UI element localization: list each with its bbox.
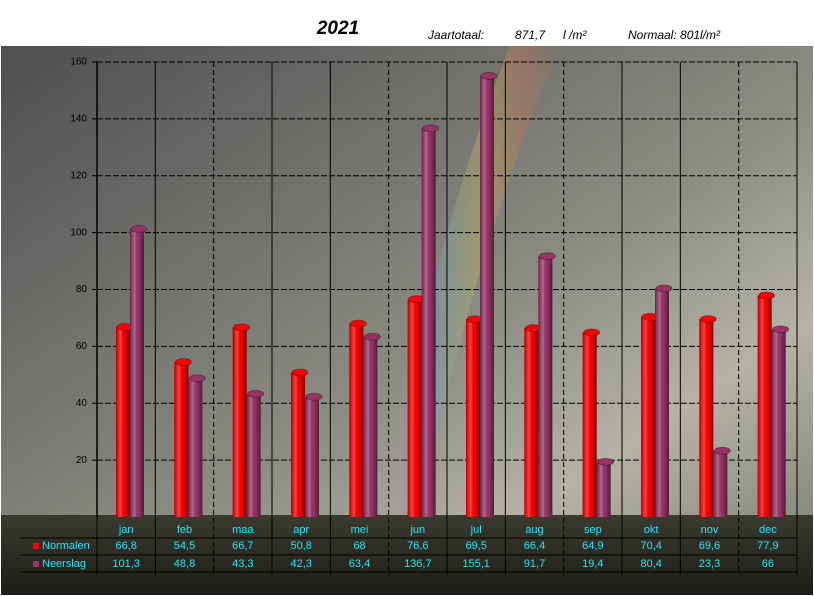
bar-shade [538,256,553,517]
data-label: 64,9 [582,540,603,552]
y-tick-label: 140 [70,114,87,125]
data-label: 76,6 [407,540,428,552]
data-label: 23,3 [699,558,720,570]
x-tick-label: mei [351,524,369,536]
data-label: 68 [353,540,365,552]
annotation: l /m² [563,28,587,42]
bar-cap [597,457,615,466]
bar-shade [232,327,247,517]
data-label: 19,4 [582,558,603,570]
bar-shade [421,128,436,517]
bar-shade [480,75,494,517]
bar-shade [130,228,144,517]
bar-shade [757,295,772,517]
data-label: 48,8 [174,558,195,570]
bar-shade [349,323,364,517]
bar-cap [583,328,601,337]
data-label: 54,5 [174,540,195,552]
y-tick-label: 80 [76,284,88,295]
bar-shade [466,319,480,517]
bar-cap [699,315,717,324]
legend-label: Normalen [42,540,90,552]
y-tick-label: 160 [70,57,87,68]
bar-shade [582,332,597,517]
bar-cap [233,323,251,332]
y-tick-label: 20 [76,455,88,466]
x-tick-label: aug [525,524,543,536]
bar-cap [188,374,206,383]
data-label: 66,4 [524,540,545,552]
legend-label: Neerslag [42,558,86,570]
data-label: 43,3 [232,558,253,570]
bar-shade [596,461,611,517]
bar-shade [699,319,714,517]
bar-cap [305,392,323,401]
bar-cap [130,224,148,233]
legend-swatch [33,543,39,549]
data-label: 50,8 [290,540,311,552]
bar-shade [713,450,728,517]
data-label: 80,4 [640,558,661,570]
bar-shade [524,328,539,517]
bar-shade [641,316,655,517]
bar-cap [538,252,556,261]
data-label: 42,3 [290,558,311,570]
bar-cap [480,71,498,80]
bar-cap [247,389,265,398]
x-tick-label: jun [409,524,425,536]
data-label: 101,3 [112,558,140,570]
data-label: 77,9 [757,540,778,552]
x-tick-label: jan [118,524,134,536]
data-label: 69,6 [699,540,720,552]
x-tick-label: nov [701,524,719,536]
bar-shade [174,362,189,517]
x-tick-label: okt [644,524,659,536]
x-tick-label: feb [177,524,192,536]
annotation: Normaal: 801l/m² [628,28,721,42]
bar-cap [363,332,381,341]
bar-shade [291,372,305,517]
x-tick-label: maa [232,524,254,536]
bar-shade [305,396,319,517]
data-label: 66,8 [115,540,136,552]
bar-cap [758,291,776,300]
x-tick-label: apr [293,524,309,536]
bar-cap [655,284,673,293]
bar-shade [116,327,130,517]
chart-title: 2021 [316,18,359,39]
annotation: Jaartotaal: [427,28,484,42]
bar-shade [246,393,261,517]
bar-cap [422,124,440,133]
bar-cap [713,446,731,455]
data-label: 63,4 [349,558,370,570]
bar-shade [188,378,203,517]
data-label: 69,5 [465,540,486,552]
bar-cap [772,325,790,334]
bar-cap [349,319,367,328]
bar-shade [655,288,669,517]
bar-shade [407,299,422,517]
x-tick-label: sep [584,524,602,536]
bar-shade [771,329,786,517]
data-label: 70,4 [640,540,661,552]
x-tick-label: dec [759,524,777,536]
legend-swatch [33,561,39,567]
bar-cap [291,368,309,377]
data-label: 136,7 [404,558,432,570]
y-tick-label: 60 [76,341,88,352]
data-label: 91,7 [524,558,545,570]
data-label: 66 [762,558,774,570]
bar-cap [174,358,192,367]
annotation: 871,7 [515,28,546,42]
bar-shade [363,336,378,517]
x-tick-label: jul [470,524,482,536]
data-label: 66,7 [232,540,253,552]
data-label: 155,1 [462,558,490,570]
y-tick-label: 40 [76,398,88,409]
y-tick-label: 100 [70,227,87,238]
y-tick-label: 120 [70,170,87,181]
